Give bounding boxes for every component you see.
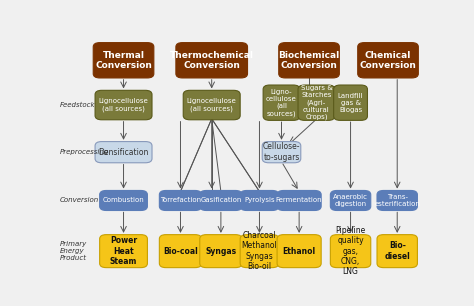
Text: Thermal
Conversion: Thermal Conversion <box>95 50 152 70</box>
FancyBboxPatch shape <box>262 142 301 163</box>
Text: Pipeline
quality
gas,
CNG,
LNG: Pipeline quality gas, CNG, LNG <box>336 226 365 276</box>
Text: Ligno-
cellulose
(all
sources): Ligno- cellulose (all sources) <box>266 89 297 117</box>
Text: Cellulose-
to-sugars: Cellulose- to-sugars <box>263 143 300 162</box>
FancyBboxPatch shape <box>159 235 201 268</box>
Text: Gasification: Gasification <box>200 197 242 203</box>
FancyBboxPatch shape <box>277 235 321 268</box>
Text: Torrefaction: Torrefaction <box>160 197 201 203</box>
Text: Chemical
Conversion: Chemical Conversion <box>360 50 417 70</box>
FancyBboxPatch shape <box>279 43 339 78</box>
Text: Lignocellulose
(all sources): Lignocellulose (all sources) <box>99 98 148 112</box>
FancyBboxPatch shape <box>240 235 279 268</box>
FancyBboxPatch shape <box>377 235 418 268</box>
Text: Combustion: Combustion <box>103 197 145 203</box>
Text: Power
Heat
Steam: Power Heat Steam <box>110 236 137 266</box>
FancyBboxPatch shape <box>277 190 321 211</box>
FancyBboxPatch shape <box>200 190 242 211</box>
Text: Landfill
gas &
Biogas: Landfill gas & Biogas <box>338 93 363 113</box>
Text: Biochemical
Conversion: Biochemical Conversion <box>278 50 340 70</box>
FancyBboxPatch shape <box>183 90 240 120</box>
FancyBboxPatch shape <box>330 235 371 268</box>
FancyBboxPatch shape <box>100 190 147 211</box>
FancyBboxPatch shape <box>334 85 367 120</box>
Text: Bio-
diesel: Bio- diesel <box>384 241 410 261</box>
Text: Anaerobic
digestion: Anaerobic digestion <box>333 194 368 207</box>
FancyBboxPatch shape <box>95 142 152 163</box>
FancyBboxPatch shape <box>93 43 154 78</box>
Text: Sugars &
Starches
(Agri-
cultural
Crops): Sugars & Starches (Agri- cultural Crops) <box>301 85 332 120</box>
FancyBboxPatch shape <box>100 235 147 268</box>
Text: Syngas: Syngas <box>205 247 237 256</box>
Text: Conversion: Conversion <box>60 197 99 203</box>
Text: Charcoal
Methanol
Syngas
Bio-oil: Charcoal Methanol Syngas Bio-oil <box>242 231 277 271</box>
Text: Lignocellulose
(all sources): Lignocellulose (all sources) <box>187 98 237 112</box>
Text: Thermochemical
Conversion: Thermochemical Conversion <box>170 50 254 70</box>
FancyBboxPatch shape <box>358 43 419 78</box>
Text: Feedstock: Feedstock <box>60 102 95 108</box>
Text: Trans-
esterification: Trans- esterification <box>374 194 420 207</box>
Text: Pyrolysis: Pyrolysis <box>244 197 275 203</box>
Text: Primary
Energy
Product: Primary Energy Product <box>60 241 87 261</box>
FancyBboxPatch shape <box>330 190 371 211</box>
Text: Fermentation: Fermentation <box>276 197 322 203</box>
Text: Densification: Densification <box>98 148 149 157</box>
FancyBboxPatch shape <box>263 85 300 120</box>
Text: Preprocessing: Preprocessing <box>60 149 109 155</box>
FancyBboxPatch shape <box>298 85 335 120</box>
Text: Bio-coal: Bio-coal <box>163 247 198 256</box>
FancyBboxPatch shape <box>377 190 418 211</box>
Text: Ethanol: Ethanol <box>283 247 316 256</box>
FancyBboxPatch shape <box>200 235 242 268</box>
FancyBboxPatch shape <box>240 190 279 211</box>
FancyBboxPatch shape <box>176 43 247 78</box>
FancyBboxPatch shape <box>159 190 201 211</box>
FancyBboxPatch shape <box>95 90 152 120</box>
